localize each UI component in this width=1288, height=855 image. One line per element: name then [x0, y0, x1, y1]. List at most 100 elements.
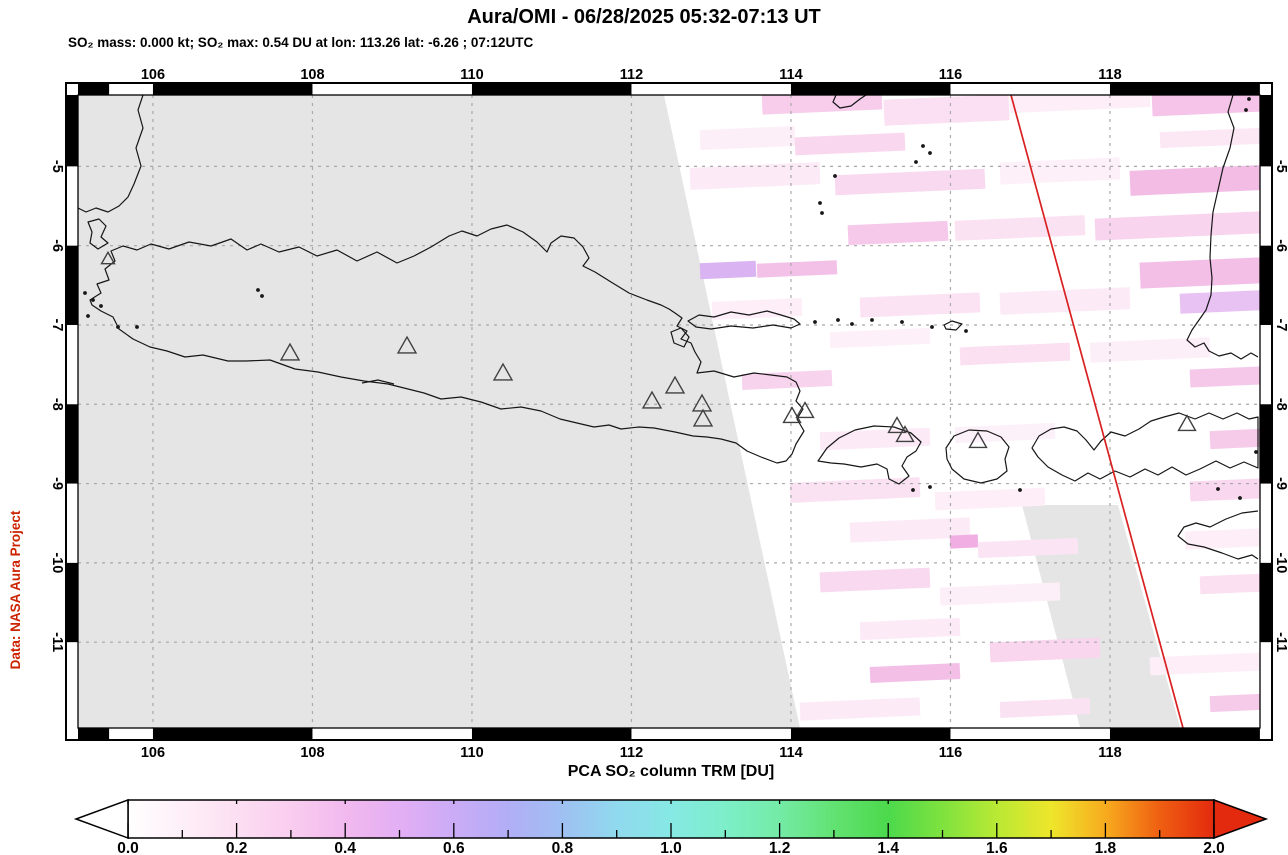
so2-data-stripe	[954, 422, 1056, 444]
frame-stripe-bottom	[152, 728, 313, 739]
lat-tick-label-left: -7	[49, 319, 65, 332]
lon-tick-label-bottom: 118	[1098, 745, 1121, 761]
so2-data-stripe	[954, 215, 1086, 241]
lat-tick-label-left: -10	[49, 552, 65, 573]
small-island-dot	[135, 325, 139, 329]
coastline-java	[89, 224, 805, 464]
so2-data-stripe	[1189, 478, 1260, 502]
so2-summary-line: SO₂ mass: 0.000 kt; SO₂ max: 0.54 DU at …	[68, 35, 534, 50]
so2-data-stripe	[756, 260, 838, 278]
small-island-dot	[83, 291, 87, 295]
lon-tick-label-bottom: 112	[620, 745, 643, 761]
lat-tick-label-left: -9	[49, 477, 65, 490]
volcano-marker	[641, 390, 663, 409]
volcano-marker	[100, 250, 116, 265]
colorbar-tick-label: 0.2	[226, 840, 248, 855]
frame-stripe-left	[67, 404, 78, 484]
coastline-sumatra-bays	[87, 218, 109, 250]
coastline-madura	[687, 310, 801, 330]
frame-stripe-top	[790, 84, 951, 95]
so2-data-stripe	[1149, 652, 1260, 676]
lat-tick-label-right: -11	[1273, 632, 1288, 652]
frame-stripe-right	[1260, 245, 1271, 325]
so2-data-stripe	[1209, 693, 1260, 713]
so2-data-stripe	[959, 342, 1071, 366]
so2-data-stripe	[869, 663, 961, 683]
so2-data-stripe	[939, 582, 1061, 606]
volcano-marker	[396, 335, 418, 354]
small-island-dot	[914, 160, 918, 164]
lon-tick-label-top: 106	[141, 67, 165, 83]
small-island-dot	[1244, 108, 1248, 112]
small-island-dot	[91, 298, 95, 302]
colorbar-tick-label: 0.6	[443, 840, 465, 855]
lon-tick-label-bottom: 106	[141, 745, 165, 761]
no-data-swath-region	[78, 95, 800, 728]
small-island-dot	[870, 318, 874, 322]
figure-title: Aura/OMI - 06/28/2025 05:32-07:13 UT	[467, 6, 821, 28]
frame-stripe-right	[1260, 404, 1271, 484]
so2-data-stripe	[1184, 528, 1260, 550]
frame-stripe-top	[78, 84, 110, 95]
so2-data-stripe	[1209, 428, 1260, 450]
so2-data-stripe	[934, 487, 1046, 511]
lon-tick-label-top: 118	[1098, 67, 1121, 83]
so2-data-stripe	[829, 327, 931, 349]
colorbar-overflow-arrow	[1213, 798, 1269, 840]
so2-data-stripe	[699, 260, 757, 280]
colorbar-tick-label: 0.0	[117, 840, 139, 855]
volcano-marker	[895, 425, 915, 443]
frame-stripe-right	[1260, 95, 1271, 167]
coastline-sumatra-tip	[78, 95, 144, 213]
small-island-dot	[818, 201, 822, 205]
volcano-marker	[782, 406, 802, 424]
lat-tick-label-right: -8	[1273, 398, 1288, 411]
lon-tick-label-bottom: 114	[779, 745, 802, 761]
lat-tick-label-right: -7	[1273, 319, 1288, 332]
small-island-dot	[1216, 487, 1220, 491]
coastline-sumbawa	[1031, 412, 1259, 482]
lat-tick-label-right: -10	[1273, 552, 1288, 573]
frame-stripe-right	[1260, 562, 1271, 643]
so2-data-stripe	[999, 287, 1131, 315]
coastline-lombok	[945, 429, 1010, 484]
small-island-dot	[86, 314, 90, 318]
so2-data-stripe	[1009, 95, 1151, 114]
frame-stripe-bottom	[78, 728, 110, 739]
so2-data-stripe	[1159, 127, 1260, 149]
small-island-dot	[1247, 97, 1251, 101]
small-island-dot	[850, 322, 854, 326]
so2-data-stripe	[1139, 257, 1260, 289]
orbit-track-line	[1010, 95, 1184, 728]
colorbar-title: PCA SO₂ column TRM [DU]	[567, 763, 775, 780]
volcano-marker	[692, 408, 714, 427]
frame-stripe-top	[1109, 84, 1260, 95]
so2-data-stripe	[989, 637, 1101, 663]
no-data-swath-region	[1022, 505, 1180, 727]
frame-stripe-left	[67, 562, 78, 643]
so2-data-stripe	[1089, 337, 1211, 363]
coastline-sulawesi-sw	[1186, 95, 1259, 360]
so2-data-stripe	[1199, 573, 1260, 595]
lat-tick-label-left: -5	[49, 160, 65, 173]
colorbar-tick-label: 2.0	[1203, 840, 1225, 855]
so2-data-stripe	[849, 517, 971, 543]
colorbar-tick-label: 0.8	[552, 840, 574, 855]
small-island-dot	[99, 304, 103, 308]
lon-tick-label-bottom: 110	[460, 745, 483, 761]
volcano-marker	[492, 362, 514, 381]
small-island-dot	[813, 320, 817, 324]
small-island-dot	[900, 320, 904, 324]
frame-stripe-bottom	[471, 728, 632, 739]
so2-data-stripe	[883, 95, 1010, 126]
frame-stripe-bottom	[1109, 728, 1260, 739]
colorbar-tick-label: 1.6	[986, 840, 1008, 855]
so2-data-stripe	[699, 125, 796, 151]
small-island-dot	[820, 211, 824, 215]
so2-data-stripe	[794, 132, 906, 156]
lat-tick-label-right: -6	[1273, 239, 1288, 252]
so2-data-stripe	[799, 697, 921, 721]
so2-data-stripe	[847, 220, 949, 246]
